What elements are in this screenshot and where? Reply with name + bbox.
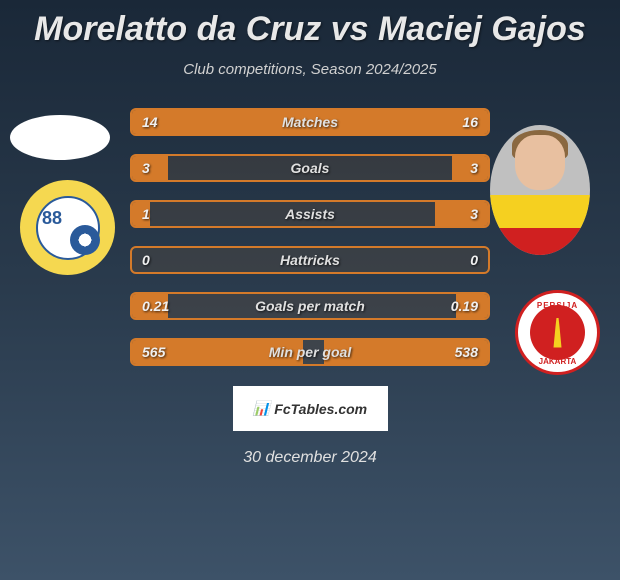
subtitle: Club competitions, Season 2024/2025 xyxy=(0,61,620,78)
stat-value-right: 0.19 xyxy=(451,298,478,314)
stat-value-left: 14 xyxy=(142,114,158,130)
stat-value-left: 565 xyxy=(142,344,165,360)
stat-row: 3 3Goals xyxy=(130,154,490,182)
stat-row: 13Assists xyxy=(130,200,490,228)
stat-bar-right xyxy=(298,110,488,134)
stat-value-left: 1 xyxy=(142,206,150,222)
stat-row: 0.21 0.19Goals per match xyxy=(130,292,490,320)
stat-value-left: 0 xyxy=(142,252,150,268)
stat-row: 565538Min per goal xyxy=(130,338,490,366)
stat-value-left: 3 xyxy=(142,160,150,176)
stat-value-right: 3 xyxy=(470,160,478,176)
stat-value-left: 0.21 xyxy=(142,298,169,314)
stat-value-right: 0 xyxy=(470,252,478,268)
stat-label: Goals xyxy=(132,160,488,176)
stat-value-right: 538 xyxy=(455,344,478,360)
brand-badge[interactable]: FcTables.com xyxy=(233,386,388,431)
stat-row: 1416Matches xyxy=(130,108,490,136)
stat-row: 0 0Hattricks xyxy=(130,246,490,274)
stat-label: Goals per match xyxy=(132,298,488,314)
stat-value-right: 3 xyxy=(470,206,478,222)
soccer-ball-icon xyxy=(70,225,100,255)
stat-value-right: 16 xyxy=(462,114,478,130)
date-label: 30 december 2024 xyxy=(0,449,620,467)
stat-label: Hattricks xyxy=(132,252,488,268)
page-title: Morelatto da Cruz vs Maciej Gajos xyxy=(0,0,620,49)
stat-bar-right xyxy=(435,202,488,226)
